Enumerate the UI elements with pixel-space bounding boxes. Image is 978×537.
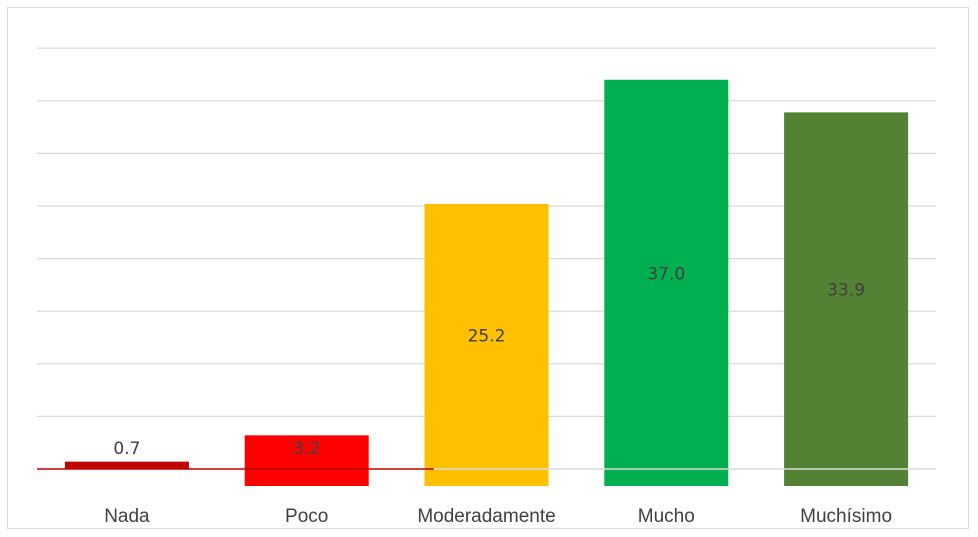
category-label-4: Muchísimo (800, 506, 892, 527)
bar-4 (784, 112, 909, 486)
data-label-3: 37.0 (647, 264, 685, 284)
data-label-4: 33.9 (827, 281, 865, 301)
data-label-2: 25.2 (468, 326, 506, 346)
category-label-3: Mucho (638, 506, 695, 527)
category-label-1: Poco (285, 506, 328, 527)
category-label-2: Moderadamente (417, 506, 555, 527)
category-label-0: Nada (104, 506, 150, 527)
bars (64, 79, 909, 486)
bar-0 (64, 461, 189, 469)
bar-2 (424, 203, 549, 486)
data-label-1: 3.2 (293, 439, 320, 459)
data-label-0: 0.7 (113, 439, 140, 459)
bar-3 (604, 79, 729, 486)
category-labels: Nada Poco Moderadamente Mucho Muchísimo (104, 506, 892, 527)
data-labels: 0.7 3.2 25.2 37.0 33.9 (113, 264, 865, 459)
bar-1 (244, 435, 369, 486)
